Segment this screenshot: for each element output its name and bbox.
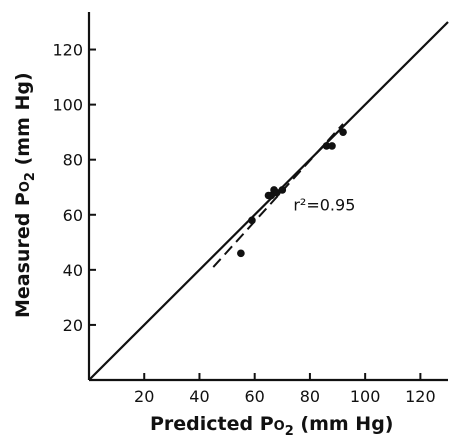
y-tick-label: 60 — [63, 206, 83, 225]
y-axis-label: Measured PO2 (mm Hg) — [12, 72, 38, 318]
lines — [88, 21, 449, 381]
y-tick-label: 120 — [52, 41, 83, 60]
r-squared-annotation: r²=0.95 — [293, 196, 355, 215]
x-tick-label: 60 — [245, 387, 265, 406]
x-tick-label: 100 — [350, 387, 381, 406]
y-tick-label: 100 — [52, 96, 83, 115]
y-tick-label: 20 — [63, 316, 83, 335]
regression-line — [212, 123, 344, 268]
data-point — [322, 142, 331, 150]
data-point — [248, 216, 256, 225]
data-point — [339, 128, 347, 136]
data-point — [237, 249, 245, 258]
data-point — [328, 142, 336, 150]
x-tick-label: 120 — [405, 387, 436, 406]
x-tick-label: 20 — [134, 387, 154, 406]
x-tick-label: 40 — [189, 387, 209, 406]
data-points — [237, 128, 347, 258]
axes: 20 40 60 80 100 120 20 40 60 80 100 120 — [52, 12, 448, 406]
identity-line — [88, 21, 449, 381]
x-tick-label: 80 — [300, 387, 320, 406]
data-point — [278, 186, 287, 194]
x-axis-label: Predicted PO2 (mm Hg) — [150, 413, 393, 439]
y-tick-label: 40 — [63, 261, 83, 280]
y-tick-label: 80 — [63, 151, 83, 170]
